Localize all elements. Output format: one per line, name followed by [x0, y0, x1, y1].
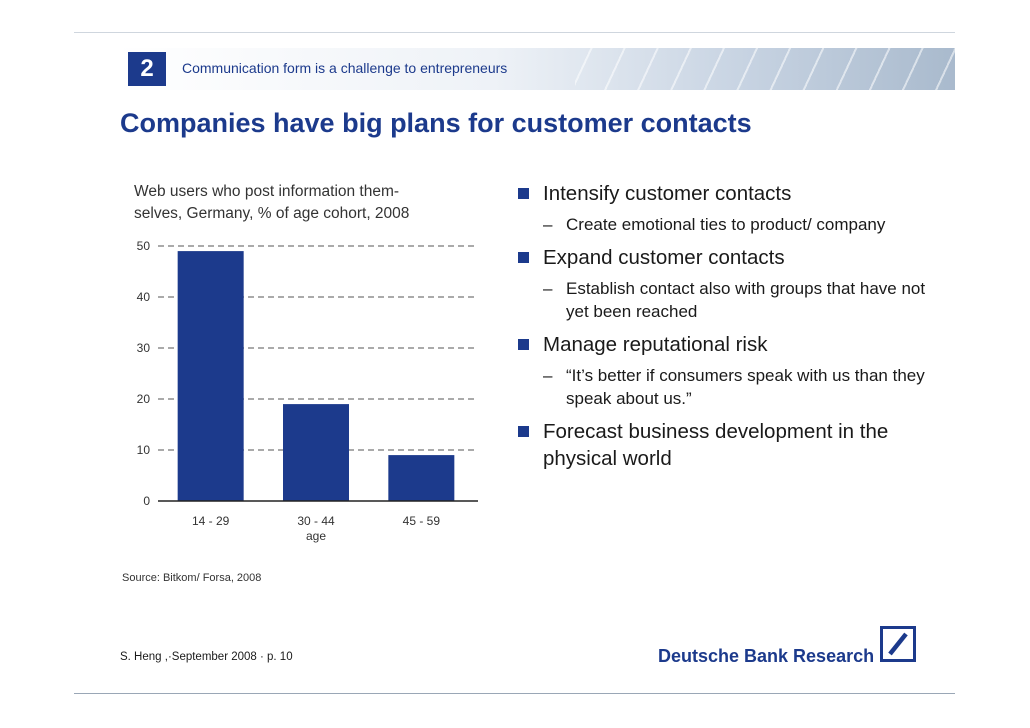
chart-source: Source: Bitkom/ Forsa, 2008 — [122, 572, 262, 584]
bullet-1-sub-text: Create emotional ties to product/ compan… — [566, 215, 886, 234]
header-banner — [116, 48, 955, 90]
bullet-3-sub: – “It’s better if consumers speak with us… — [518, 364, 938, 410]
y-tick-label-20: 20 — [137, 392, 151, 406]
footer-author-date-page: S. Heng ,·September 2008 · p. 10 — [120, 651, 293, 663]
page-title: Companies have big plans for customer co… — [120, 108, 752, 138]
bar-1 — [177, 251, 244, 501]
brand-name: Deutsche Bank Research — [658, 646, 875, 666]
bullet-2-sub-text: Establish contact also with groups that … — [566, 279, 926, 321]
dash-icon: – — [543, 215, 553, 234]
banner-bridge-image — [575, 48, 955, 90]
bullet-3: Manage reputational risk — [518, 331, 938, 358]
y-tick-label-30: 30 — [137, 341, 151, 355]
dash-icon: – — [543, 366, 553, 385]
bullet-square-icon — [518, 252, 529, 263]
chart-title-line-2: selves, Germany, % of age cohort, 2008 — [134, 205, 410, 222]
bullet-4-text: Forecast business development in the phy… — [543, 420, 889, 470]
bullet-list: Intensify customer contacts – Create emot… — [518, 180, 938, 478]
bullet-2-text: Expand customer contacts — [543, 246, 785, 269]
x-tick-label-1: 14 - 29 — [192, 514, 230, 528]
deutsche-bank-logo-icon — [880, 626, 916, 662]
section-title: Communication form is a challenge to ent… — [182, 60, 508, 76]
x-tick-label-3: 45 - 59 — [403, 514, 441, 528]
bullet-2: Expand customer contacts — [518, 244, 938, 271]
dash-icon: – — [543, 279, 553, 298]
y-tick-label-50: 50 — [137, 239, 151, 253]
chart-title: Web users who post information them- sel… — [134, 181, 464, 225]
y-tick-label-10: 10 — [137, 443, 151, 457]
logo-slash-icon — [888, 632, 908, 656]
bullet-square-icon — [518, 426, 529, 437]
x-axis-label: age — [306, 529, 326, 543]
slide-frame — [74, 32, 955, 694]
bullet-3-sub-text: “It’s better if consumers speak with us … — [566, 366, 925, 408]
section-number-badge: 2 — [128, 52, 166, 86]
chart-title-line-1: Web users who post information them- — [134, 183, 400, 200]
bullet-1-text: Intensify customer contacts — [543, 182, 792, 205]
bullet-square-icon — [518, 339, 529, 350]
y-tick-label-40: 40 — [137, 290, 151, 304]
bullet-1: Intensify customer contacts — [518, 180, 938, 207]
bullet-4: Forecast business development in the phy… — [518, 418, 938, 472]
bullet-1-sub: – Create emotional ties to product/ compa… — [518, 213, 938, 236]
y-tick-label-0: 0 — [143, 494, 150, 508]
bar-3 — [388, 455, 455, 501]
bullet-3-text: Manage reputational risk — [543, 333, 768, 356]
x-tick-label-2: 30 - 44 — [297, 514, 335, 528]
bar-2 — [283, 404, 349, 501]
bullet-2-sub: – Establish contact also with groups that… — [518, 277, 938, 323]
bullet-square-icon — [518, 188, 529, 199]
